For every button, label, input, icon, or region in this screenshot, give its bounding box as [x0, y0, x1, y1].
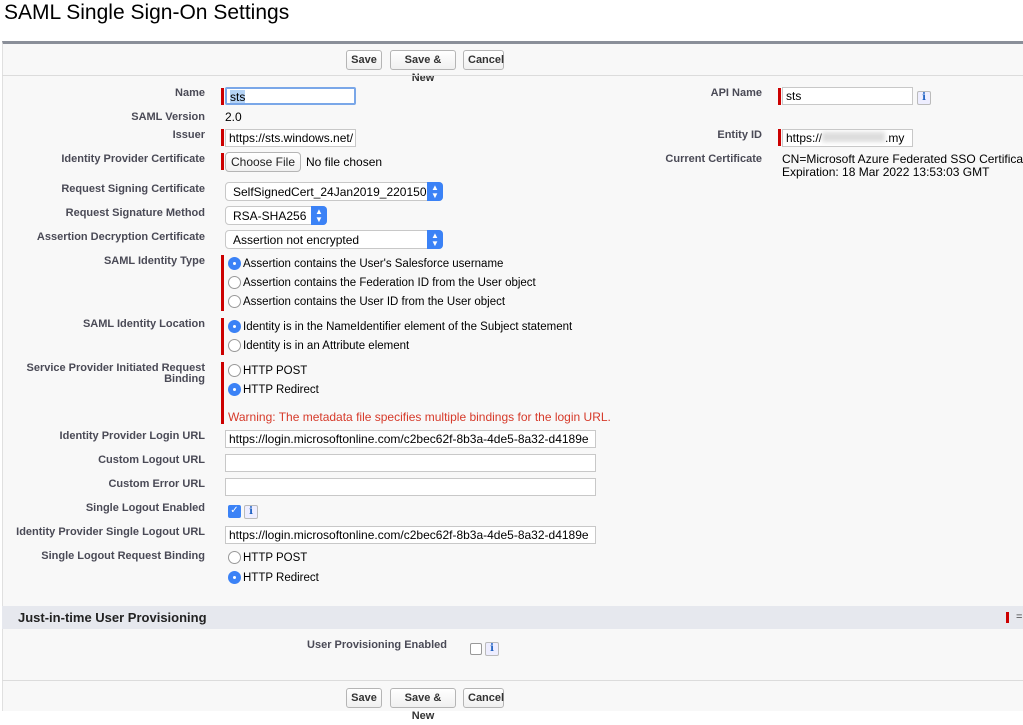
- current-certificate-expiration: Expiration: 18 Mar 2022 13:53:03 GMT: [782, 165, 990, 179]
- issuer-label: Issuer: [172, 129, 205, 141]
- custom-logout-url-label: Custom Logout URL: [98, 454, 205, 466]
- saml-version-value: 2.0: [225, 110, 242, 124]
- required-marker: [221, 362, 224, 424]
- single-logout-enabled-checkbox[interactable]: ✓: [228, 505, 241, 518]
- idp-certificate-label: Identity Provider Certificate: [61, 153, 205, 165]
- assertion-decryption-certificate-select[interactable]: Assertion not encrypted ▲ ▼: [225, 230, 443, 249]
- radio-selected[interactable]: [228, 320, 241, 333]
- save-button-top[interactable]: Save: [346, 50, 382, 70]
- save-new-button-bottom[interactable]: Save & New: [390, 688, 456, 722]
- radio[interactable]: [228, 364, 241, 377]
- required-marker: [221, 153, 224, 170]
- api-name-label: API Name: [710, 87, 762, 99]
- entity-id-input[interactable]: https://.my: [782, 129, 913, 147]
- saml-version-label: SAML Version: [131, 111, 205, 123]
- custom-error-url-label: Custom Error URL: [108, 478, 205, 490]
- idp-login-url-label: Identity Provider Login URL: [59, 430, 205, 442]
- identity-type-option-federation-id[interactable]: Assertion contains the Federation ID fro…: [228, 276, 536, 290]
- current-certificate-cn: CN=Microsoft Azure Federated SSO Certifi…: [782, 152, 1023, 166]
- entity-id-label: Entity ID: [717, 129, 762, 141]
- required-marker: [221, 88, 224, 105]
- cancel-button-top[interactable]: Cancel: [463, 50, 504, 70]
- chevron-updown-icon: ▲ ▼: [427, 182, 443, 201]
- required-legend-marker: =: [1016, 611, 1023, 623]
- single-logout-enabled-label: Single Logout Enabled: [85, 502, 205, 514]
- required-marker: [1006, 612, 1009, 623]
- divider: [2, 680, 1023, 681]
- redacted-blur: [822, 132, 886, 142]
- sp-binding-option-post[interactable]: HTTP POST: [228, 364, 307, 378]
- info-icon[interactable]: i: [485, 642, 499, 656]
- page-title: SAML Single Sign-On Settings: [4, 1, 290, 24]
- radio[interactable]: [228, 551, 241, 564]
- idp-single-logout-url-input[interactable]: https://login.microsoftonline.com/c2bec6…: [225, 526, 596, 544]
- radio[interactable]: [228, 295, 241, 308]
- custom-error-url-input[interactable]: [225, 478, 596, 496]
- radio[interactable]: [228, 276, 241, 289]
- radio-selected[interactable]: [228, 571, 241, 584]
- settings-panel: [2, 41, 1023, 711]
- info-icon[interactable]: i: [917, 91, 931, 105]
- chevron-updown-icon: ▲ ▼: [311, 206, 327, 225]
- slo-binding-option-post[interactable]: HTTP POST: [228, 551, 307, 565]
- divider: [2, 75, 1023, 76]
- required-marker: [778, 88, 781, 105]
- identity-location-option-attribute[interactable]: Identity is in an Attribute element: [228, 339, 409, 353]
- sp-binding-label-line2: Binding: [164, 373, 205, 385]
- cancel-button-bottom[interactable]: Cancel: [463, 688, 504, 708]
- saml-identity-location-label: SAML Identity Location: [82, 318, 205, 330]
- idp-single-logout-url-label: Identity Provider Single Logout URL: [16, 526, 205, 538]
- saml-identity-type-label: SAML Identity Type: [103, 255, 205, 267]
- radio[interactable]: [228, 339, 241, 352]
- idp-login-url-input[interactable]: https://login.microsoftonline.com/c2bec6…: [225, 430, 596, 448]
- chevron-updown-icon: ▲ ▼: [427, 230, 443, 249]
- assertion-decryption-certificate-label: Assertion Decryption Certificate: [36, 231, 205, 243]
- identity-type-option-user-id[interactable]: Assertion contains the User ID from the …: [228, 295, 505, 309]
- choose-file-button[interactable]: Choose File: [225, 152, 301, 172]
- required-marker: [221, 129, 224, 146]
- user-provisioning-enabled-label: User Provisioning Enabled: [307, 639, 447, 651]
- identity-type-option-username[interactable]: Assertion contains the User's Salesforce…: [228, 257, 503, 271]
- save-button-bottom[interactable]: Save: [346, 688, 382, 708]
- required-marker: [778, 129, 781, 146]
- request-signing-certificate-select[interactable]: SelfSignedCert_24Jan2019_220150 ▲ ▼: [225, 182, 443, 201]
- radio-selected[interactable]: [228, 383, 241, 396]
- info-icon[interactable]: i: [244, 505, 258, 519]
- issuer-input[interactable]: https://sts.windows.net/: [225, 129, 356, 147]
- save-new-button-top[interactable]: Save & New: [390, 50, 456, 84]
- jit-section-header: Just-in-time User Provisioning: [2, 606, 1023, 629]
- identity-location-option-nameidentifier[interactable]: Identity is in the NameIdentifier elemen…: [228, 320, 572, 334]
- single-logout-binding-label: Single Logout Request Binding: [41, 550, 205, 562]
- sp-binding-option-redirect[interactable]: HTTP Redirect: [228, 383, 319, 397]
- file-status: No file chosen: [306, 155, 383, 169]
- sp-binding-label-line1: Service Provider Initiated Request: [26, 362, 205, 374]
- required-marker: [221, 255, 224, 311]
- custom-logout-url-input[interactable]: [225, 454, 596, 472]
- name-input[interactable]: sts: [225, 87, 356, 105]
- user-provisioning-enabled-checkbox[interactable]: [470, 643, 482, 655]
- api-name-input[interactable]: sts: [782, 87, 913, 105]
- name-label: Name: [175, 87, 205, 99]
- slo-binding-option-redirect[interactable]: HTTP Redirect: [228, 571, 319, 585]
- request-signature-method-select[interactable]: RSA-SHA256 ▲ ▼: [225, 206, 327, 225]
- request-signature-method-label: Request Signature Method: [65, 207, 205, 219]
- binding-warning: Warning: The metadata file specifies mul…: [228, 410, 611, 424]
- required-marker: [221, 318, 224, 355]
- current-certificate-label: Current Certificate: [665, 153, 762, 165]
- radio-selected[interactable]: [228, 257, 241, 270]
- request-signing-certificate-label: Request Signing Certificate: [61, 183, 205, 195]
